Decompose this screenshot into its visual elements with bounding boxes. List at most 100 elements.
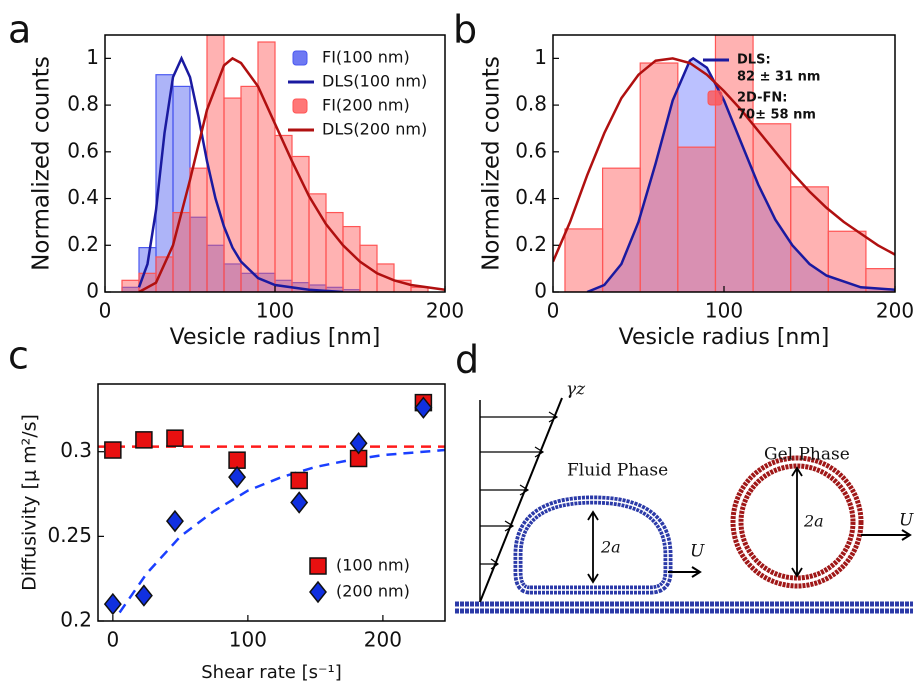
hist-bar (714, 35, 754, 292)
x-tick-label: 200 (364, 628, 402, 652)
phase-label: Fluid Phase (567, 461, 668, 481)
gel-vesicle (738, 463, 856, 581)
y-tick-label: 0 (534, 279, 547, 303)
legend-label: FI(200 nm) (322, 96, 410, 115)
size-label: 2a (600, 538, 621, 557)
velocity-label: U (899, 511, 914, 531)
y-tick-label: 0.8 (67, 92, 99, 116)
legend-label: 70± 58 nm (737, 108, 816, 123)
y-tick-label: 1 (534, 45, 547, 69)
legend-label: DLS(200 nm) (322, 120, 427, 139)
hist-bar (257, 41, 276, 292)
legend-label: 2D-FN: (737, 91, 787, 106)
line (138, 56, 445, 292)
hist-bar (172, 211, 191, 292)
marker (228, 451, 246, 469)
hist-bar (223, 97, 242, 292)
panel-label: b (453, 8, 477, 52)
legend-label: (100 nm) (336, 556, 410, 575)
marker (349, 432, 368, 455)
y-axis-label: Normalized counts (29, 56, 55, 271)
x-tick-label: 100 (256, 299, 294, 323)
hist-bar (325, 211, 344, 292)
size-arrow (791, 466, 803, 578)
x-tick-label: 0 (547, 299, 560, 323)
x-tick-label: 100 (705, 299, 743, 323)
y-tick-label: 0.25 (47, 523, 92, 547)
line (118, 448, 445, 614)
velocity-label: U (690, 542, 705, 562)
hist-bar (240, 85, 259, 292)
hist-bar (189, 167, 208, 292)
marker (103, 592, 122, 616)
legend-marker (309, 580, 327, 604)
marker (104, 441, 122, 459)
y-axis-label: Normalized counts (479, 56, 505, 271)
marker (134, 584, 153, 607)
y-axis-label: Diffusivity [μ m²/s] (19, 414, 41, 591)
line (137, 55, 344, 292)
size-arrow (587, 510, 599, 584)
x-tick-label: 0 (99, 299, 112, 323)
legend-label: DLS: (737, 53, 771, 68)
marker (290, 491, 309, 514)
hist-bar (121, 279, 140, 292)
marker (414, 396, 433, 419)
chart: 0 100 200 0 0.2 0.4 0.6 0.8 1 Vesicle radius [nm]… (8, 8, 464, 351)
y-tick-label: 0 (86, 279, 99, 303)
axes-frame (97, 383, 446, 622)
legend-marker (309, 557, 327, 575)
marker (228, 465, 247, 489)
line (553, 57, 895, 263)
shear-label: γz (566, 380, 586, 400)
legend-marker (292, 50, 308, 66)
x-axis-label: Vesicle radius [nm] (619, 325, 830, 350)
marker (166, 429, 184, 447)
chart: 0 100 200 0.2 0.25 0.3 Shear rate [s⁻¹] Diffusi… (8, 334, 446, 683)
x-tick-label: 200 (426, 299, 464, 323)
plot-area (553, 35, 895, 292)
marker (290, 471, 308, 490)
y-tick-label: 0.6 (515, 138, 547, 162)
legend-label: (200 nm) (336, 582, 410, 601)
legend-marker (707, 90, 723, 106)
velocity-arrows (480, 411, 559, 570)
hist-bar (274, 134, 293, 292)
hist-bar (677, 146, 717, 292)
y-tick-label: 0.6 (67, 138, 99, 162)
plot-area (121, 35, 445, 292)
panel-label: a (8, 8, 31, 52)
gel-vesicle (730, 455, 864, 589)
legend-label: 82 ± 31 nm (737, 70, 820, 85)
panel-label: c (8, 334, 29, 378)
legend-label: DLS(100 nm) (322, 72, 427, 91)
marker (166, 509, 184, 533)
x-axis-label: Vesicle radius [nm] (170, 325, 381, 350)
y-tick-label: 0.4 (515, 185, 547, 209)
hist-bar (639, 62, 679, 292)
shear-line (479, 397, 563, 603)
y-tick-label: 0.2 (60, 608, 92, 632)
legend-label: FI(100 nm) (322, 48, 410, 67)
y-tick-label: 0.8 (515, 92, 547, 116)
y-tick-label: 0.3 (60, 438, 92, 462)
hist-bar (564, 228, 604, 292)
panel-label: d (455, 338, 479, 382)
legend-marker (292, 98, 308, 114)
marker (135, 431, 153, 449)
y-tick-label: 0.4 (67, 185, 99, 209)
plot-area (98, 445, 445, 614)
velocity-arrow (668, 566, 702, 578)
y-tick-label: 0.2 (67, 232, 99, 256)
x-tick-label: 0 (106, 628, 119, 652)
area (587, 58, 895, 292)
diagram: d γz 2a U Fluid Phase 2a U Gel Phase (455, 338, 914, 614)
y-tick-label: 0.2 (515, 232, 547, 256)
x-tick-label: 200 (876, 299, 914, 323)
fluid-vesicle-gap (517, 499, 669, 591)
x-axis-label: Shear rate [s⁻¹] (201, 662, 341, 683)
size-label: 2a (803, 512, 824, 531)
x-tick-label: 100 (229, 628, 267, 652)
phase-label: Gel Phase (764, 445, 850, 465)
